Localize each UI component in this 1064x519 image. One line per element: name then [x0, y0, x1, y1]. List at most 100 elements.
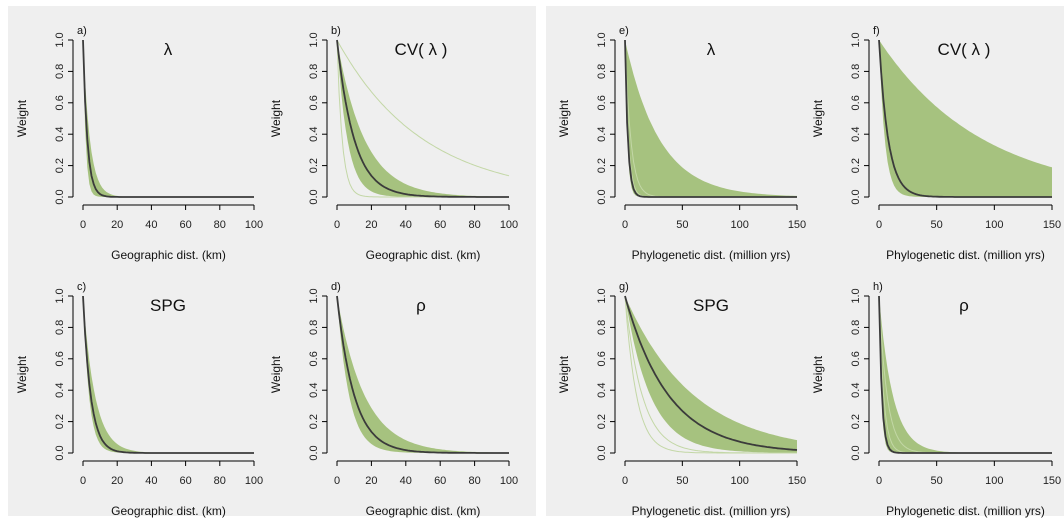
y-tick-label-d-4: 0.8: [308, 320, 320, 335]
panel-title-c: SPG: [150, 296, 186, 315]
chart-panel-e: 0 50 100 150 0.0 0.2 0.4 0.6 0.8 1.0 Phylogenetic …: [557, 25, 806, 262]
panel-title-h: ρ: [959, 296, 969, 315]
chart-panel-a: 0 20 40 60 80 100 0.0 0.2 0.4 0.6 0.8 1.0 Geographic…: [15, 25, 263, 262]
panel-letter-h: h): [873, 281, 883, 293]
x-tick-label-g-1: 50: [676, 475, 688, 487]
y-tick-label-c-3: 0.6: [54, 351, 66, 366]
x-tick-label-c-3: 60: [179, 475, 191, 487]
y-tick-label-h-3: 0.6: [850, 351, 862, 366]
median-line-b: [336, 39, 509, 198]
chart-panel-g: 0 50 100 150 0.0 0.2 0.4 0.6 0.8 1.0 Phylogenetic …: [557, 281, 806, 518]
x-tick-label-f-1: 50: [931, 219, 943, 231]
y-axis-label-g: Weight: [557, 355, 571, 393]
uncertainty-band-g: [625, 296, 797, 453]
x-axis-label-c: Geographic dist. (km): [111, 504, 226, 518]
x-tick-label-h-1: 50: [931, 475, 943, 487]
y-tick-label-b-1: 0.2: [308, 158, 320, 173]
x-tick-label-b-4: 80: [468, 219, 480, 231]
y-tick-label-f-0: 0.0: [850, 189, 862, 204]
y-axis-label-a: Weight: [15, 99, 29, 137]
y-axis-label-f: Weight: [811, 99, 825, 137]
x-tick-label-b-0: 0: [334, 219, 340, 231]
y-axis-label-c: Weight: [15, 355, 29, 393]
x-tick-label-e-2: 100: [730, 219, 748, 231]
y-tick-label-a-1: 0.2: [54, 158, 66, 173]
y-tick-label-e-1: 0.2: [596, 158, 608, 173]
y-axis-label-b: Weight: [269, 99, 283, 137]
median-line-h: [878, 295, 1052, 454]
y-tick-label-c-5: 1.0: [54, 288, 66, 303]
uncertainty-band-h: [879, 296, 1052, 453]
x-tick-label-f-2: 100: [985, 219, 1003, 231]
y-tick-label-d-3: 0.6: [308, 351, 320, 366]
x-tick-label-d-4: 80: [468, 475, 480, 487]
y-tick-label-f-3: 0.6: [850, 95, 862, 110]
x-tick-label-b-5: 100: [500, 219, 518, 231]
y-tick-label-a-0: 0.0: [54, 189, 66, 204]
y-tick-label-b-4: 0.8: [308, 64, 320, 79]
sample-line-b-1: [336, 39, 510, 177]
x-tick-label-f-0: 0: [876, 219, 882, 231]
x-tick-label-c-5: 100: [245, 475, 263, 487]
y-tick-label-f-5: 1.0: [850, 32, 862, 47]
x-tick-label-d-3: 60: [434, 475, 446, 487]
y-tick-label-e-5: 1.0: [596, 32, 608, 47]
panel-letter-b: b): [331, 25, 341, 37]
y-tick-label-f-2: 0.4: [850, 127, 862, 142]
median-line-c: [82, 295, 254, 454]
panel-letter-a: a): [77, 25, 87, 37]
x-axis-label-h: Phylogenetic dist. (million yrs): [886, 504, 1045, 518]
y-tick-label-e-4: 0.8: [596, 64, 608, 79]
x-tick-label-d-5: 100: [500, 475, 518, 487]
panel-letter-e: e): [619, 25, 629, 37]
y-tick-label-g-0: 0.0: [596, 445, 608, 460]
y-tick-label-b-5: 1.0: [308, 32, 320, 47]
y-tick-label-d-5: 1.0: [308, 288, 320, 303]
x-tick-label-a-4: 80: [214, 219, 226, 231]
x-tick-label-b-1: 20: [365, 219, 377, 231]
chart-panel-c: 0 20 40 60 80 100 0.0 0.2 0.4 0.6 0.8 1.0 Geographic…: [15, 281, 263, 518]
y-tick-label-a-2: 0.4: [54, 127, 66, 142]
x-tick-label-b-3: 60: [434, 219, 446, 231]
y-tick-label-a-4: 0.8: [54, 64, 66, 79]
median-line-g: [624, 295, 798, 451]
panel-title-b: CV( λ ): [395, 40, 448, 59]
y-tick-label-a-3: 0.6: [54, 95, 66, 110]
y-tick-label-f-1: 0.2: [850, 158, 862, 173]
x-tick-label-e-1: 50: [676, 219, 688, 231]
panel-letter-f: f): [873, 25, 880, 37]
x-tick-label-b-2: 40: [400, 219, 412, 231]
y-tick-label-h-4: 0.8: [850, 320, 862, 335]
chart-panel-f: 0 50 100 150 0.0 0.2 0.4 0.6 0.8 1.0 Phylogenetic …: [811, 25, 1061, 262]
x-tick-label-c-4: 80: [214, 475, 226, 487]
x-tick-label-h-3: 150: [1043, 475, 1061, 487]
y-tick-label-h-5: 1.0: [850, 288, 862, 303]
y-tick-label-c-4: 0.8: [54, 320, 66, 335]
y-tick-label-d-2: 0.4: [308, 383, 320, 398]
panel-letter-g: g): [619, 281, 629, 293]
x-tick-label-e-3: 150: [788, 219, 806, 231]
y-tick-label-h-1: 0.2: [850, 414, 862, 429]
x-tick-label-a-2: 40: [145, 219, 157, 231]
chart-panel-h: 0 50 100 150 0.0 0.2 0.4 0.6 0.8 1.0 Phylogenetic …: [811, 281, 1061, 518]
x-tick-label-h-0: 0: [876, 475, 882, 487]
median-line-a: [82, 39, 254, 198]
x-tick-label-g-0: 0: [622, 475, 628, 487]
x-tick-label-g-3: 150: [788, 475, 806, 487]
y-tick-label-g-3: 0.6: [596, 351, 608, 366]
chart-panel-d: 0 20 40 60 80 100 0.0 0.2 0.4 0.6 0.8 1.0 Geographic…: [269, 281, 518, 518]
median-line-e: [624, 39, 797, 198]
uncertainty-band-f: [879, 40, 1052, 197]
x-tick-label-d-1: 20: [365, 475, 377, 487]
y-tick-label-e-3: 0.6: [596, 95, 608, 110]
y-axis-label-d: Weight: [269, 355, 283, 393]
x-tick-label-g-2: 100: [730, 475, 748, 487]
y-tick-label-b-2: 0.4: [308, 127, 320, 142]
x-tick-label-a-0: 0: [80, 219, 86, 231]
x-axis-label-d: Geographic dist. (km): [366, 504, 481, 518]
y-tick-label-c-2: 0.4: [54, 383, 66, 398]
y-tick-label-h-0: 0.0: [850, 445, 862, 460]
y-tick-label-g-5: 1.0: [596, 288, 608, 303]
y-tick-label-g-1: 0.2: [596, 414, 608, 429]
